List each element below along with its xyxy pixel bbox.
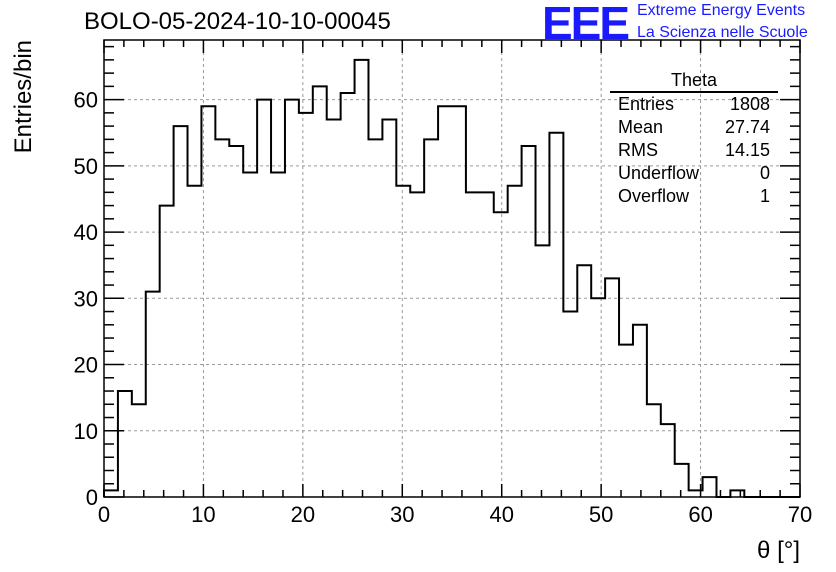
chart-title: BOLO-05-2024-10-10-00045 — [84, 8, 391, 35]
histogram-bin — [661, 424, 675, 497]
stat-value: 27.74 — [724, 117, 770, 137]
y-axis-label: Entries/bin — [10, 40, 37, 153]
histogram-bin — [563, 312, 577, 497]
histogram-bin — [174, 126, 188, 497]
stat-value: 1808 — [729, 94, 770, 114]
histogram-bin — [327, 119, 341, 497]
histogram-bin — [591, 298, 605, 497]
stat-label: RMS — [618, 140, 658, 160]
histogram-bin — [271, 172, 285, 497]
x-tick-label: 0 — [98, 502, 110, 527]
y-tick-label: 0 — [86, 485, 98, 510]
histogram-bin — [577, 265, 591, 497]
histogram-bin — [160, 206, 174, 497]
stat-label: Overflow — [618, 186, 690, 206]
x-tick-label: 50 — [589, 502, 613, 527]
histogram-bars — [103, 58, 800, 498]
stat-value: 14.15 — [724, 140, 770, 160]
histogram-bin — [647, 404, 661, 497]
histogram-bin — [466, 192, 480, 497]
histogram-bin — [146, 292, 160, 497]
histogram-bin — [619, 345, 633, 497]
y-tick-label: 10 — [74, 419, 98, 444]
x-tick-label: 40 — [489, 502, 513, 527]
grid-lines — [104, 40, 800, 497]
histogram-bin — [410, 192, 424, 497]
x-tick-label: 70 — [788, 502, 812, 527]
histogram-bin — [633, 325, 647, 497]
x-axis-label: θ [°] — [757, 537, 800, 564]
histogram-bin — [132, 404, 146, 497]
histogram-bin — [522, 146, 536, 497]
plot-frame — [103, 39, 801, 498]
axis-ticks — [103, 40, 801, 498]
stat-row-rms: RMS 14.15 — [610, 139, 778, 162]
histogram-bin — [243, 172, 257, 497]
histogram-outline — [103, 58, 800, 498]
x-tick-label: 30 — [390, 502, 414, 527]
stat-label: Mean — [618, 117, 664, 137]
eee-logo: EEE — [542, 0, 630, 49]
y-tick-label: 20 — [74, 353, 98, 378]
histogram-bin — [452, 106, 466, 497]
histogram-bin — [605, 278, 619, 497]
stat-row-entries: Entries 1808 — [610, 93, 778, 116]
histogram-bin — [355, 60, 369, 497]
histogram-bin — [675, 464, 689, 497]
stat-row-mean: Mean 27.74 — [610, 116, 778, 139]
stat-value: 1 — [759, 186, 770, 206]
y-tick-label: 50 — [74, 154, 98, 179]
histogram-bin — [229, 146, 243, 497]
histogram-bin — [494, 212, 508, 497]
logo-subtitle-line2: La Scienza nelle Scuole — [637, 24, 808, 41]
histogram-bin — [536, 245, 550, 497]
stat-row-underflow: Underflow 0 — [610, 162, 778, 185]
histogram-bin — [703, 477, 717, 497]
stat-label: Entries — [618, 94, 675, 114]
histogram-bin — [368, 139, 382, 497]
histogram-bin — [438, 106, 452, 497]
y-tick-label: 30 — [74, 286, 98, 311]
logo-subtitle-line1: Extreme Energy Events — [637, 2, 806, 19]
x-tick-label: 20 — [291, 502, 315, 527]
histogram-bin — [299, 113, 313, 497]
histogram-bin — [424, 139, 438, 497]
y-tick-label: 40 — [74, 220, 98, 245]
histogram-bin — [480, 192, 494, 497]
histogram-bin — [341, 93, 355, 497]
stats-box: Theta Entries 1808 Mean 27.74 RMS 14.15 … — [610, 70, 778, 208]
y-tick-label: 60 — [74, 88, 98, 113]
stats-title: Theta — [610, 70, 778, 93]
x-tick-label: 10 — [191, 502, 215, 527]
stat-label: Underflow — [618, 163, 700, 183]
histogram-bin — [118, 391, 132, 497]
histogram-bin — [313, 86, 327, 497]
stat-row-overflow: Overflow 1 — [610, 185, 778, 208]
stat-value: 0 — [759, 163, 770, 183]
histogram-bin — [215, 139, 229, 497]
x-tick-label: 60 — [688, 502, 712, 527]
histogram-bin — [549, 133, 563, 497]
histogram-bin — [382, 119, 396, 497]
